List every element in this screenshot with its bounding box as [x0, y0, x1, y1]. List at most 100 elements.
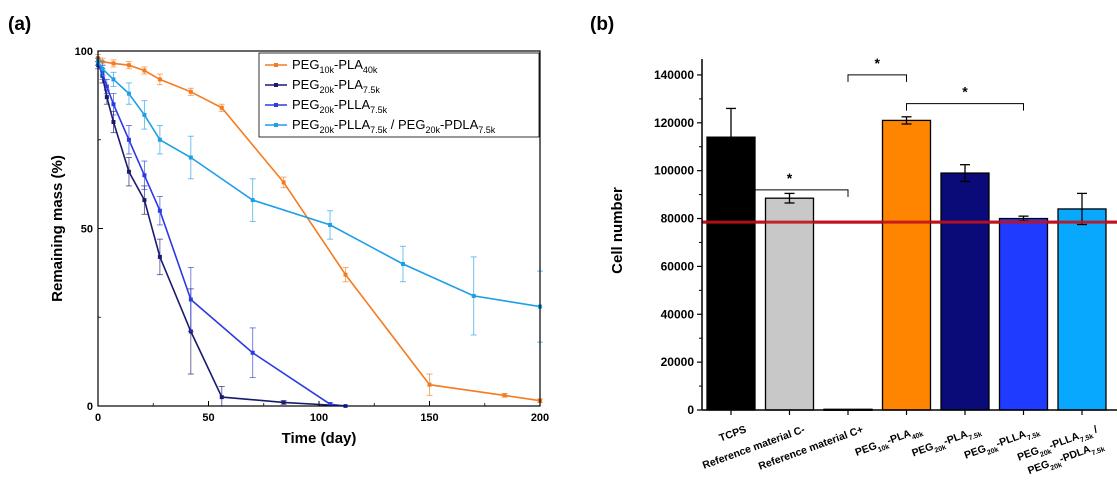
y-tick-label: 60000: [661, 259, 695, 273]
series-0: [95, 54, 543, 403]
data-point: [281, 180, 286, 185]
panel-a: (a) 0 50 100 150 200 0 50 100 Time (day) Remaining…: [8, 14, 549, 447]
data-point: [142, 173, 147, 178]
bar-3: [881, 119, 932, 411]
x-axis-label: Time (day): [282, 430, 357, 447]
data-point: [126, 91, 131, 96]
bar-6: [1057, 208, 1107, 411]
legend-entry-1-part: -PLA: [334, 77, 363, 92]
panel-b: (b) 0 20000 40000 60000 80000 100000 120000 1400…: [590, 14, 1117, 477]
category-label-5-part: 7.5k: [1026, 431, 1041, 442]
category-label-2-part: Reference material C+: [757, 424, 865, 473]
significance-marker-1: *: [875, 55, 881, 71]
legend-swatch-marker: [274, 63, 278, 67]
legend-entry-3-part: 7.5k: [370, 125, 388, 135]
legend-swatch-marker: [274, 123, 278, 127]
data-point: [100, 66, 105, 71]
data-point: [250, 198, 255, 203]
data-point: [188, 89, 193, 94]
x-tick-label: 200: [531, 412, 549, 424]
category-label-1-part: Reference material C-: [701, 423, 807, 471]
data-point: [157, 77, 162, 82]
legend-entry-1: PEG20k-PLA7.5k: [292, 77, 380, 95]
y-axis-label: Remaining mass (%): [49, 155, 66, 302]
category-label-3-part: 10k: [877, 443, 890, 454]
legend-entry-1-part: 20k: [319, 85, 334, 95]
data-point: [142, 198, 147, 203]
category-label-4-part: PEG: [910, 441, 935, 460]
significance-marker-2: *: [962, 84, 968, 100]
category-label-6-part: 7.5k: [1079, 433, 1094, 444]
category-label-3-part: 40k: [911, 431, 924, 442]
panel-label-b: (b): [590, 14, 614, 35]
series-3: [95, 57, 543, 343]
data-point: [400, 262, 405, 266]
category-label-6-part: 20k: [1050, 462, 1063, 473]
significance-bracket-2: [906, 103, 1024, 111]
data-point: [157, 254, 162, 259]
category-label-0-part: TCPS: [718, 424, 748, 445]
data-point: [142, 112, 147, 117]
y-tick-label: 120000: [654, 116, 694, 130]
y-tick-label: 80000: [661, 212, 695, 226]
data-point: [126, 169, 131, 174]
y-tick-label: 20000: [661, 355, 695, 369]
data-point: [281, 400, 286, 405]
legend-entry-2: PEG20k-PLLA7.5k: [292, 97, 388, 115]
legend-box: [258, 52, 540, 138]
category-label-4-part: -PLA: [942, 428, 970, 448]
category-label-0: TCPS: [718, 424, 748, 445]
data-point: [111, 102, 116, 107]
bar-1: [764, 197, 815, 411]
y-tick-label: 100000: [654, 164, 694, 178]
category-label-5-part: PEG: [963, 443, 988, 462]
significance-bracket-1: [847, 74, 907, 82]
x-tick-label: 100: [310, 412, 328, 424]
x-tick-label: 0: [95, 412, 101, 424]
category-label-1: Reference material C-: [701, 423, 807, 471]
legend-swatch-marker: [274, 103, 278, 107]
data-point: [157, 137, 162, 142]
category-label-2: Reference material C+: [757, 424, 865, 473]
data-point: [328, 402, 333, 407]
legend-entry-3-part: -PLLA: [334, 117, 370, 132]
category-label-3-part: PEG: [854, 440, 879, 459]
category-label-4-part: 7.5k: [968, 431, 983, 442]
data-point: [502, 393, 507, 398]
x-tick-label: 150: [420, 412, 438, 424]
category-label-5-part: 20k: [986, 446, 999, 457]
category-label-6-part: 7.5k: [1091, 446, 1106, 457]
bar-0: [706, 136, 756, 411]
legend-entry-0-part: -PLA: [334, 57, 363, 72]
panel-label-a: (a): [8, 14, 31, 35]
data-point: [188, 297, 193, 302]
legend-entry-0: PEG10k-PLA40k: [292, 57, 378, 75]
y-tick-label: 50: [81, 224, 93, 236]
legend-entry-0-part: PEG: [292, 57, 319, 72]
legend-entry-3-part: PEG: [292, 117, 319, 132]
legend-entry-2-part: 7.5k: [370, 105, 388, 115]
legend-entry-0-part: 10k: [319, 65, 334, 75]
data-point: [427, 382, 432, 387]
bar-5: [998, 217, 1049, 411]
y-tick-label: 140000: [654, 68, 694, 82]
legend-entry-1-part: PEG: [292, 77, 319, 92]
category-label-5-part: -PLLA: [995, 428, 1029, 450]
x-tick-label: 50: [202, 412, 214, 424]
legend-entry-2-part: -PLLA: [334, 97, 370, 112]
category-label-6-part: /: [1089, 424, 1099, 437]
data-point: [111, 77, 116, 82]
data-point: [328, 222, 333, 227]
category-label-6-part: PEG: [1026, 458, 1051, 477]
legend-entry-3-part: 20k: [319, 125, 334, 135]
significance-marker-0: *: [787, 170, 793, 186]
y-tick-label: 0: [687, 403, 694, 417]
data-point: [104, 84, 109, 89]
legend-entry-2-part: 20k: [319, 105, 334, 115]
legend-entry-0-part: 40k: [363, 65, 378, 75]
data-point: [471, 293, 476, 298]
y-tick-label: 0: [87, 401, 93, 413]
data-point: [126, 63, 131, 68]
legend-entry-3-part: 20k: [425, 125, 440, 135]
